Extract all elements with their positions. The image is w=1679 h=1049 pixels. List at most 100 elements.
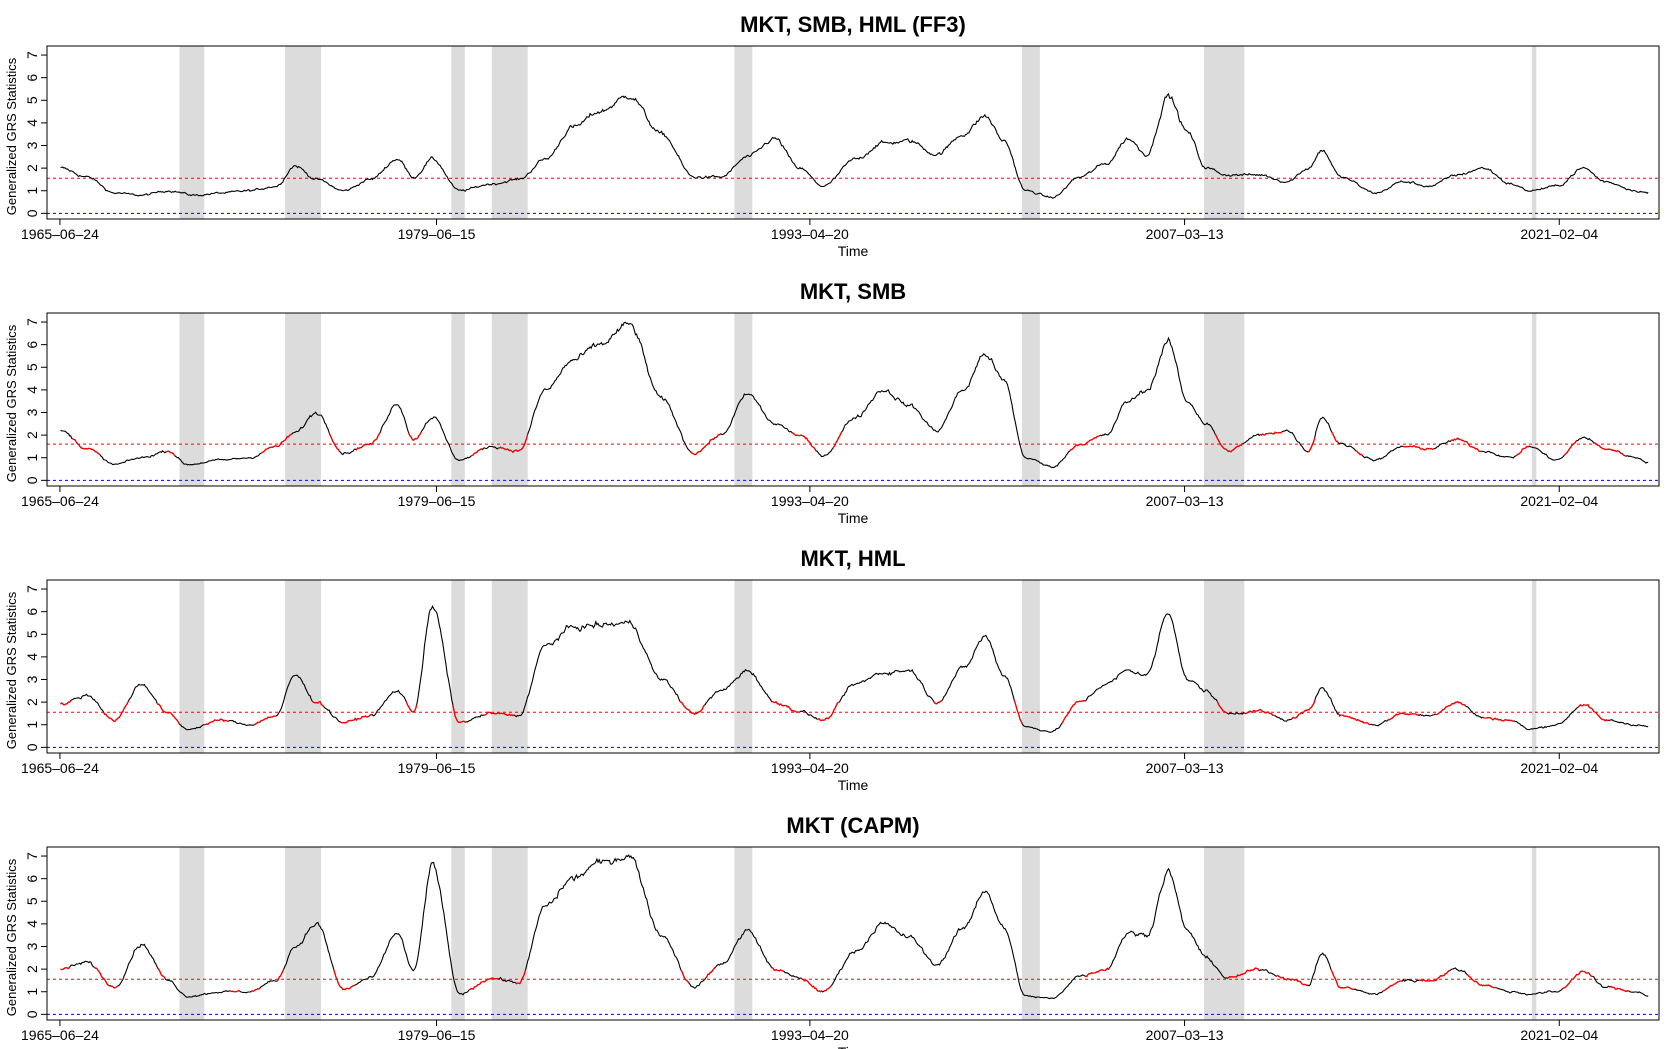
highlighted-segment bbox=[405, 701, 418, 713]
y-tick-label: 0 bbox=[24, 1010, 40, 1018]
y-tick-label: 0 bbox=[24, 743, 40, 751]
highlighted-segment bbox=[933, 700, 942, 705]
highlighted-segment bbox=[1577, 703, 1609, 722]
highlighted-segment bbox=[1260, 431, 1283, 436]
panel-title: MKT, HML bbox=[800, 546, 905, 571]
y-tick-label: 2 bbox=[24, 965, 40, 973]
highlighted-segment bbox=[1228, 967, 1260, 979]
highlighted-segment bbox=[470, 448, 483, 457]
y-tick-label: 5 bbox=[24, 363, 40, 371]
highlighted-segment bbox=[816, 701, 840, 722]
plot-frame bbox=[46, 45, 1660, 220]
x-tick-label: 2007–03–13 bbox=[1146, 493, 1224, 509]
y-tick-label: 1 bbox=[24, 454, 40, 462]
x-tick-label: 1993–04–20 bbox=[771, 1027, 849, 1043]
x-tick-label: 1965–06–24 bbox=[21, 226, 99, 242]
highlighted-segment bbox=[1609, 985, 1630, 992]
shaded-period bbox=[285, 847, 322, 1020]
shaded-period bbox=[491, 313, 528, 486]
highlighted-segment bbox=[771, 967, 785, 973]
y-axis-label: Generalized GRS Statistics bbox=[4, 591, 19, 749]
shaded-period bbox=[1021, 46, 1040, 219]
plot-frame bbox=[46, 846, 1660, 1021]
highlighted-segment bbox=[1307, 437, 1316, 453]
y-tick-label: 5 bbox=[24, 630, 40, 638]
y-axis-label: Generalized GRS Statistics bbox=[4, 324, 19, 482]
shaded-period bbox=[1531, 46, 1537, 219]
shaded-period bbox=[285, 313, 322, 486]
chart-panel-3: MKT, HML 0 1 2 3 4 5 6 7 Generalized GRS Statisti… bbox=[4, 546, 1660, 793]
highlighted-segment bbox=[156, 702, 181, 725]
x-tick-label: 2021–02–04 bbox=[1520, 493, 1598, 509]
shaded-period bbox=[1021, 847, 1040, 1020]
y-tick-label: 3 bbox=[24, 408, 40, 416]
highlighted-segment bbox=[1561, 970, 1593, 990]
x-tick-label: 1993–04–20 bbox=[771, 493, 849, 509]
x-axis-label: Time bbox=[838, 243, 869, 259]
y-tick-label: 7 bbox=[24, 51, 40, 59]
highlighted-segment bbox=[165, 450, 176, 457]
shaded-period bbox=[1531, 847, 1537, 1020]
highlighted-segment bbox=[1013, 700, 1023, 724]
y-tick-label: 6 bbox=[24, 875, 40, 883]
highlighted-segment bbox=[483, 711, 515, 717]
highlighted-segment bbox=[680, 969, 690, 984]
highlighted-segment bbox=[204, 718, 229, 726]
highlighted-segment bbox=[103, 700, 130, 723]
plot-frame bbox=[46, 312, 1660, 487]
x-tick-label: 2021–02–04 bbox=[1520, 226, 1598, 242]
panel-title: MKT, SMB bbox=[800, 279, 906, 304]
highlighted-segment bbox=[514, 969, 527, 985]
x-tick-label: 1965–06–24 bbox=[21, 493, 99, 509]
shaded-period bbox=[179, 313, 205, 486]
shaded-period bbox=[1203, 46, 1245, 219]
y-tick-label: 7 bbox=[24, 585, 40, 593]
shaded-period bbox=[1203, 313, 1245, 486]
highlighted-segment bbox=[1216, 700, 1228, 714]
highlighted-segment bbox=[1331, 431, 1340, 444]
highlighted-segment bbox=[1244, 709, 1276, 717]
x-axis-label: Time bbox=[838, 510, 869, 526]
highlighted-segment bbox=[60, 966, 71, 971]
highlighted-segment bbox=[468, 977, 499, 991]
highlighted-segment bbox=[60, 700, 72, 706]
shaded-period bbox=[285, 46, 322, 219]
highlighted-segment bbox=[1434, 700, 1467, 716]
shaded-period bbox=[179, 580, 205, 753]
shaded-period bbox=[1021, 313, 1040, 486]
y-axis-label: Generalized GRS Statistics bbox=[4, 858, 19, 1016]
shaded-period bbox=[1203, 847, 1245, 1020]
highlighted-segment bbox=[1275, 974, 1308, 986]
highlighted-segment bbox=[1482, 716, 1514, 722]
y-tick-label: 6 bbox=[24, 608, 40, 616]
shaded-period bbox=[451, 46, 465, 219]
shaded-period bbox=[734, 313, 753, 486]
shaded-period bbox=[1531, 313, 1537, 486]
shaded-period bbox=[734, 580, 753, 753]
grs-series-line bbox=[60, 605, 1649, 733]
chart-panel-2: MKT, SMB 0 1 2 3 4 5 6 7 Generalized GRS Statisti… bbox=[4, 279, 1660, 526]
highlighted-segment bbox=[229, 989, 240, 993]
grs-series-line bbox=[60, 321, 1649, 469]
highlighted-segment bbox=[157, 968, 166, 979]
y-axis-label: Generalized GRS Statistics bbox=[4, 57, 19, 215]
y-tick-label: 4 bbox=[24, 653, 40, 661]
y-tick-label: 6 bbox=[24, 74, 40, 82]
x-tick-label: 2007–03–13 bbox=[1146, 1027, 1224, 1043]
highlighted-segment bbox=[823, 984, 833, 992]
highlighted-segment bbox=[94, 966, 119, 989]
x-tick-label: 2007–03–13 bbox=[1146, 226, 1224, 242]
shaded-period bbox=[179, 46, 205, 219]
highlighted-segment bbox=[689, 433, 721, 456]
highlighted-segment bbox=[276, 968, 285, 982]
highlighted-segment bbox=[1330, 968, 1355, 990]
y-tick-label: 1 bbox=[24, 988, 40, 996]
highlighted-segment bbox=[705, 967, 716, 979]
chart-panel-1: MKT, SMB, HML (FF3) 0 1 2 3 4 5 6 7 Generalized G… bbox=[4, 12, 1660, 259]
highlighted-segment bbox=[71, 437, 101, 456]
x-tick-label: 1979–06–15 bbox=[398, 760, 476, 776]
highlighted-segment bbox=[260, 433, 293, 454]
y-tick-label: 2 bbox=[24, 698, 40, 706]
chart-panel-4: MKT (CAPM) 0 1 2 3 4 5 6 7 Generalized GRS Statis… bbox=[4, 813, 1660, 1049]
